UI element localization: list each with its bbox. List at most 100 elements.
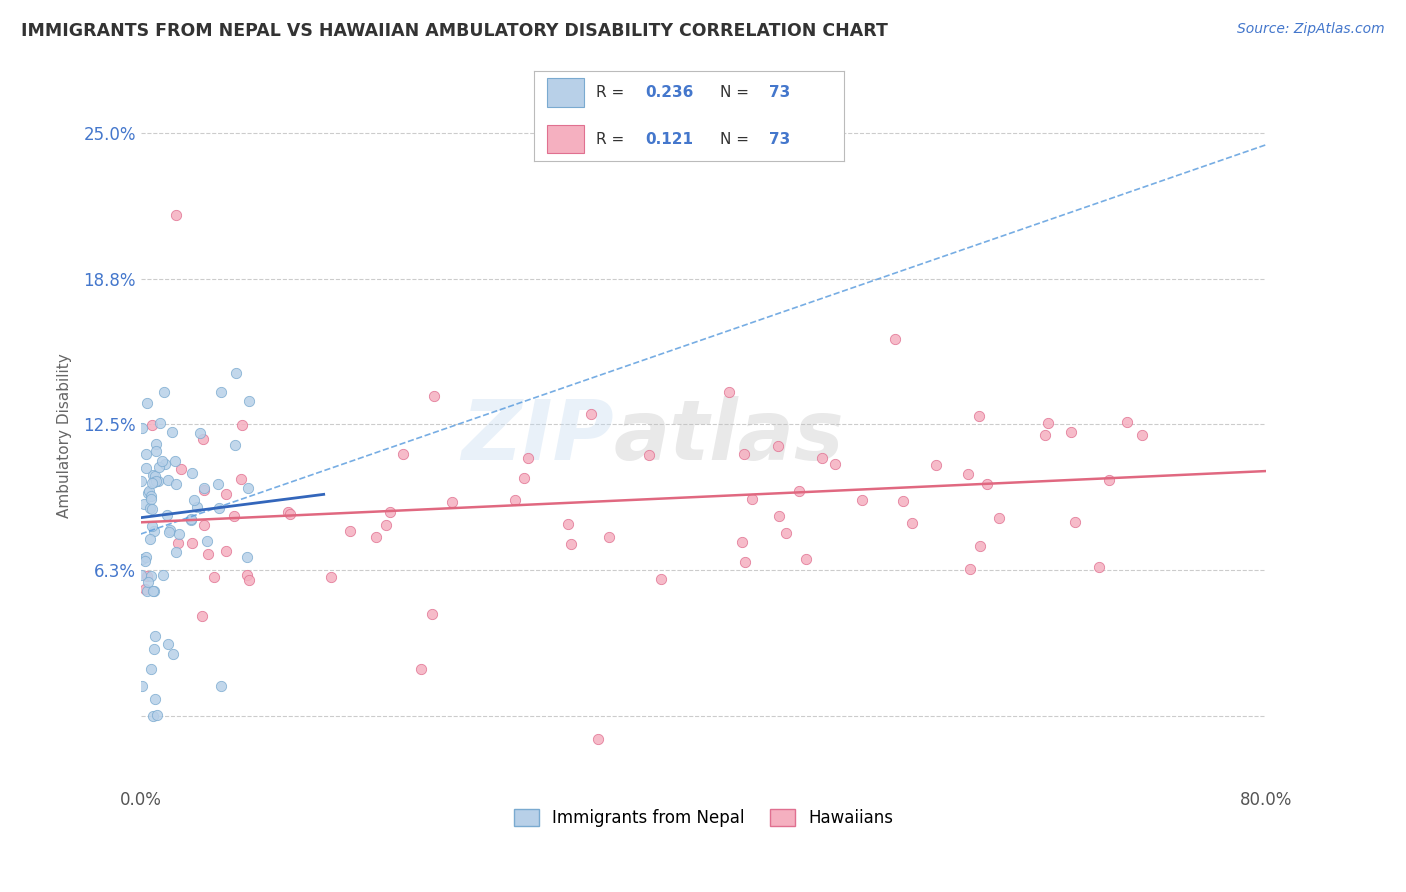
Point — [768, 509, 790, 524]
Point — [1033, 428, 1056, 442]
Text: N =: N = — [720, 132, 754, 146]
Point — [380, 505, 402, 519]
Point — [134, 582, 156, 597]
Point — [193, 518, 215, 533]
Point — [231, 417, 253, 432]
Point — [142, 467, 165, 482]
Point — [135, 396, 157, 410]
Point — [209, 385, 232, 400]
Point — [503, 492, 526, 507]
Point — [141, 475, 163, 490]
Point — [145, 444, 167, 458]
Point — [884, 332, 907, 346]
Point — [925, 458, 948, 472]
Point — [586, 732, 609, 747]
Text: ZIP: ZIP — [461, 395, 613, 476]
Point — [157, 524, 180, 539]
Point — [209, 680, 232, 694]
Point — [224, 438, 246, 452]
Text: R =: R = — [596, 132, 630, 146]
Point — [162, 647, 184, 661]
Point — [149, 416, 172, 430]
Point — [139, 501, 162, 516]
Point — [148, 459, 170, 474]
Point — [794, 551, 817, 566]
Point — [967, 409, 990, 424]
Point — [142, 475, 165, 489]
Point — [650, 572, 672, 586]
Point — [141, 502, 163, 516]
Point — [136, 583, 159, 598]
Point — [131, 420, 153, 434]
Point — [143, 642, 166, 657]
Point — [208, 500, 231, 515]
Point — [193, 432, 215, 446]
Point — [132, 497, 155, 511]
Point — [638, 448, 661, 462]
Legend: Immigrants from Nepal, Hawaiians: Immigrants from Nepal, Hawaiians — [508, 802, 900, 833]
Point — [214, 486, 236, 500]
Point — [1130, 427, 1153, 442]
Point — [152, 568, 174, 582]
Point — [136, 575, 159, 590]
Text: Source: ZipAtlas.com: Source: ZipAtlas.com — [1237, 22, 1385, 37]
Point — [139, 569, 162, 583]
Text: R =: R = — [596, 86, 630, 100]
Text: 73: 73 — [769, 132, 790, 146]
Point — [145, 692, 167, 706]
Text: 73: 73 — [769, 86, 790, 100]
Point — [139, 662, 162, 676]
Point — [197, 533, 219, 548]
Point — [901, 516, 924, 530]
Y-axis label: Ambulatory Disability: Ambulatory Disability — [58, 354, 72, 518]
Point — [160, 425, 183, 440]
Point — [165, 208, 187, 222]
Point — [180, 467, 202, 481]
Point — [238, 574, 260, 588]
Point — [202, 570, 225, 584]
Point — [150, 454, 173, 468]
Point — [143, 469, 166, 483]
Point — [423, 389, 446, 403]
Point — [170, 462, 193, 476]
Point — [811, 450, 834, 465]
Point — [231, 472, 253, 486]
Point — [321, 569, 343, 583]
Point — [131, 474, 153, 488]
Point — [141, 417, 163, 432]
Point — [731, 534, 754, 549]
Point — [1098, 473, 1121, 487]
Point — [238, 481, 260, 495]
Point — [734, 555, 756, 569]
Point — [517, 451, 540, 466]
Bar — [547, 78, 583, 107]
Point — [159, 524, 181, 538]
Point — [135, 447, 157, 461]
Point — [733, 447, 755, 461]
Point — [141, 583, 163, 598]
Point — [180, 513, 202, 527]
Point — [277, 505, 299, 519]
Point — [718, 384, 741, 399]
Point — [1116, 415, 1139, 429]
Point — [1060, 425, 1083, 439]
Point — [146, 475, 169, 489]
Point — [153, 458, 176, 472]
Point — [156, 637, 179, 651]
Point — [146, 708, 169, 723]
Point — [136, 486, 159, 500]
Point — [131, 552, 153, 566]
Point — [375, 518, 398, 533]
Point — [136, 569, 159, 583]
Point — [142, 709, 165, 723]
Point — [165, 476, 187, 491]
Point — [851, 492, 873, 507]
Point — [143, 583, 166, 598]
Point — [188, 425, 211, 440]
Point — [891, 494, 914, 508]
Point — [156, 508, 179, 522]
Point — [1036, 417, 1059, 431]
Point — [987, 510, 1010, 524]
Point — [207, 476, 229, 491]
Point — [238, 393, 260, 408]
